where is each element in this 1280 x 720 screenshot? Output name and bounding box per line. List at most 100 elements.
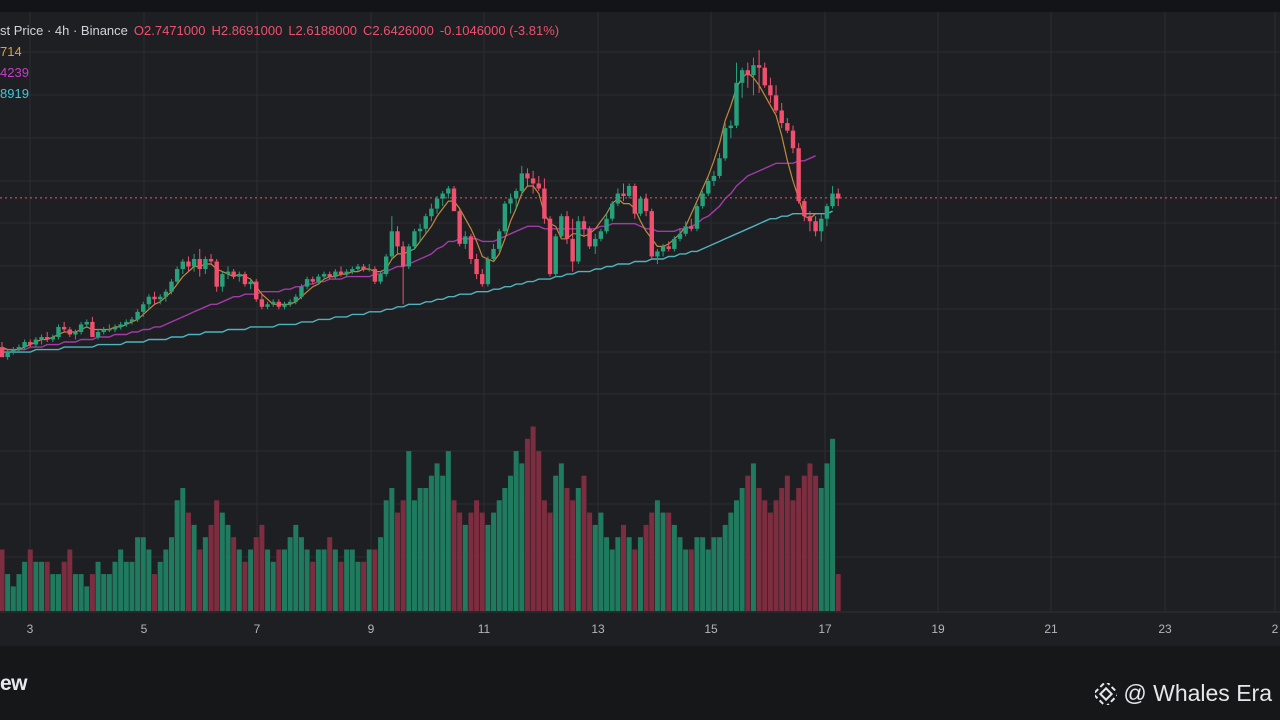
candle-body	[395, 231, 400, 247]
candle-body	[333, 271, 338, 277]
volume-bar	[95, 561, 101, 611]
volume-bar	[423, 488, 429, 611]
volume-bar	[10, 586, 16, 611]
volume-bar	[813, 475, 819, 611]
volume-bar	[253, 537, 259, 611]
volume-bar	[191, 524, 197, 611]
candle-body	[570, 238, 575, 262]
candle-body	[400, 246, 406, 267]
candle-body	[152, 296, 157, 300]
volume-bar	[502, 488, 508, 611]
volume-bar	[265, 549, 271, 611]
time-axis-label: 19	[931, 622, 945, 636]
volume-bar	[0, 549, 5, 611]
volume-bar	[807, 463, 813, 611]
volume-bar	[462, 524, 468, 611]
candle-body	[344, 271, 349, 275]
volume-bar	[174, 500, 180, 611]
volume-bar	[84, 586, 90, 611]
candle-body	[129, 319, 135, 322]
candle-body	[367, 269, 372, 271]
volume-bar	[61, 561, 67, 611]
volume-bar	[214, 500, 220, 611]
volume-bar	[400, 500, 406, 611]
time-axis-label: 17	[818, 622, 832, 636]
tradingview-logo[interactable]: ew	[0, 672, 28, 695]
volume-bar	[796, 488, 802, 611]
candle-body	[174, 269, 180, 282]
volume-bar	[293, 524, 299, 611]
candle-body	[429, 208, 434, 217]
candle-body	[248, 281, 253, 285]
low-value: L2.6188000	[288, 23, 357, 38]
volume-bar	[637, 537, 643, 611]
ma-slow-label: 8919	[0, 86, 29, 101]
volume-bar	[717, 537, 723, 611]
candle-body	[378, 274, 383, 282]
candle-body	[728, 125, 734, 129]
volume-bar	[146, 549, 152, 611]
time-axis-label: 15	[704, 622, 718, 636]
symbol-label: st Price · 4h · Binance	[0, 23, 128, 38]
time-axis-label: 2	[1272, 622, 1279, 636]
candle-body	[259, 299, 265, 307]
candle-body	[683, 226, 688, 234]
volume-bar	[570, 500, 576, 611]
candle-body	[158, 296, 163, 300]
candle-body	[485, 258, 491, 285]
volume-bar	[16, 574, 22, 611]
volume-bar	[310, 561, 316, 611]
candle-body	[84, 321, 89, 325]
volume-bar	[276, 549, 282, 611]
time-axis: 3 5 7 9 11 13 15 17 19 21 23 2	[27, 622, 1279, 636]
candle-body	[11, 349, 16, 353]
candle-body	[141, 304, 146, 312]
volume-bar	[445, 451, 451, 611]
volume-bar	[428, 475, 434, 611]
volume-bar	[496, 500, 502, 611]
candle-body	[689, 226, 694, 229]
volume-bar	[632, 549, 638, 611]
price-chart[interactable]: 3 5 7 9 11 13 15 17 19 21 23 2	[0, 0, 1280, 646]
candlesticks	[0, 50, 841, 360]
candle-body	[836, 193, 841, 199]
candle-body	[28, 342, 33, 345]
close-value: C2.6426000	[363, 23, 434, 38]
volume-bar	[734, 500, 739, 611]
volume-bar	[169, 537, 174, 611]
time-axis-label: 13	[591, 622, 605, 636]
volume-bar	[536, 451, 542, 611]
candle-body	[90, 321, 95, 338]
volume-bar	[643, 524, 649, 611]
candle-body	[824, 206, 830, 219]
volume-bar	[649, 512, 655, 611]
volume-bar	[106, 574, 112, 611]
candle-body	[417, 228, 423, 232]
volume-bar	[468, 512, 474, 611]
volume-bar	[818, 488, 824, 611]
candle-body	[434, 198, 440, 209]
candle-body	[163, 291, 169, 297]
volume-bar	[722, 524, 728, 611]
volume-bar	[547, 512, 553, 611]
candle-body	[112, 326, 118, 330]
candle-body	[497, 231, 502, 249]
candle-body	[717, 158, 722, 176]
candle-body	[706, 180, 711, 194]
candle-body	[225, 271, 231, 275]
volume-bar	[479, 512, 485, 611]
volume-bar	[564, 488, 570, 611]
candle-body	[254, 281, 259, 300]
volume-bar	[383, 500, 389, 611]
volume-bar	[609, 549, 615, 611]
volume-bar	[700, 537, 706, 611]
volume-bar	[417, 488, 423, 611]
volume-bar	[118, 549, 124, 611]
volume-bar	[779, 488, 785, 611]
candle-body	[316, 276, 321, 282]
volume-bar	[123, 561, 129, 611]
candle-body	[33, 339, 39, 345]
volume-bar	[39, 561, 45, 611]
candle-body	[536, 183, 541, 189]
candle-body	[593, 238, 598, 247]
